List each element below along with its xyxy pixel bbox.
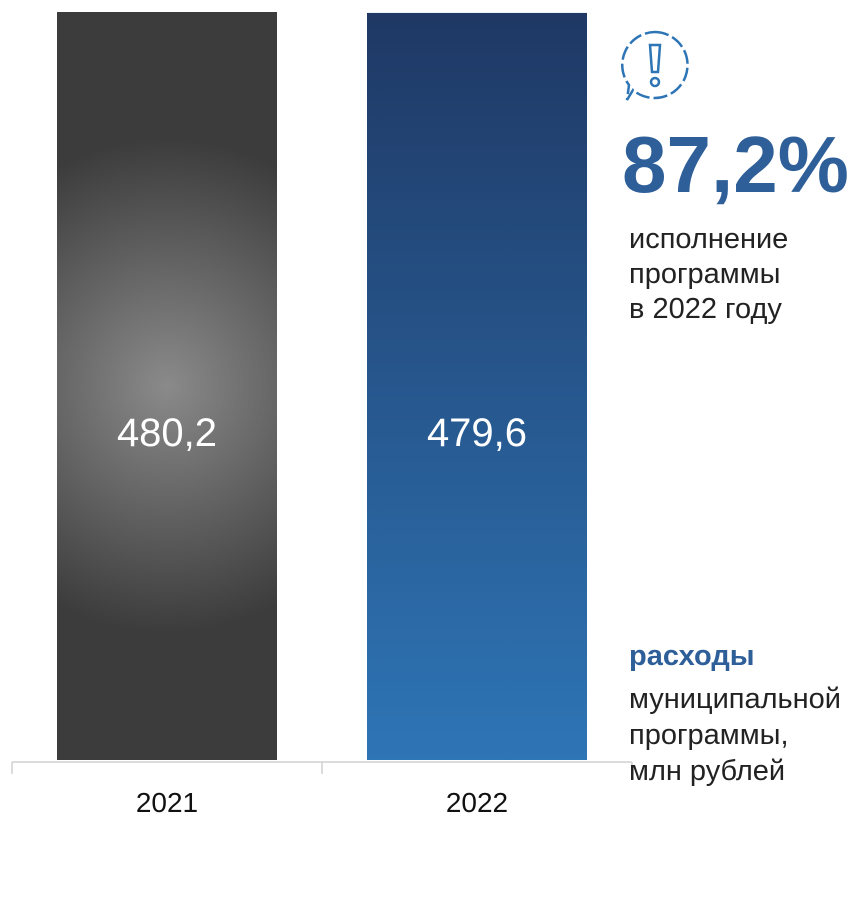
- headline: 87,2%: [622, 120, 849, 209]
- x-tick-label: 2021: [136, 787, 198, 818]
- bar: [57, 12, 277, 760]
- bar: [367, 12, 587, 760]
- value-label: 480,2: [117, 411, 217, 455]
- legend-text: муниципальной: [629, 683, 841, 715]
- legend-text: программы,: [629, 719, 789, 751]
- value-label: 479,6: [427, 411, 527, 455]
- headline-text: исполнение: [629, 223, 788, 255]
- headline-text: программы: [629, 258, 781, 290]
- x-tick-label: 2022: [446, 787, 508, 818]
- legend-title: расходы: [629, 640, 755, 672]
- legend-text: млн рублей: [629, 755, 785, 787]
- headline-text: в 2022 году: [629, 293, 782, 325]
- alert-icon: [621, 30, 689, 101]
